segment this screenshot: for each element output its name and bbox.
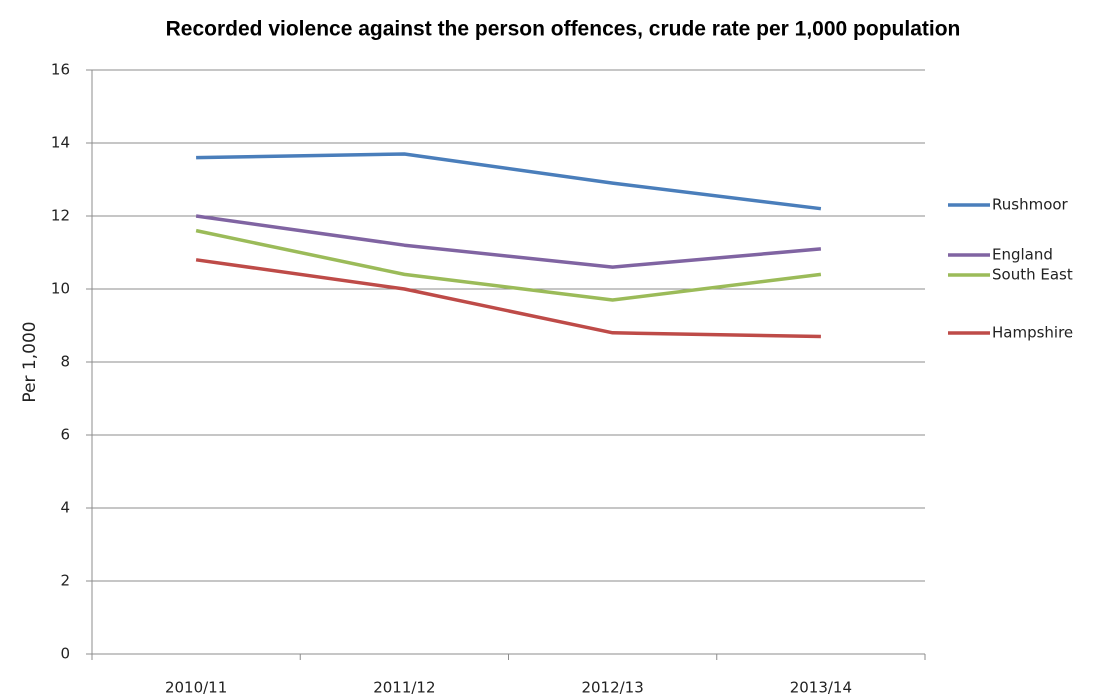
y-tick-label: 14 (51, 134, 70, 152)
y-tick-label: 6 (60, 426, 70, 444)
line-series (195, 258, 821, 339)
y-tick-label: 4 (60, 499, 70, 517)
x-tick-label: 2010/11 (165, 679, 227, 697)
y-tick-label: 16 (51, 61, 70, 79)
y-axis-label: Per 1,000 (20, 321, 40, 402)
legend-label: Rushmoor (992, 196, 1069, 214)
y-tick-label: 2 (60, 572, 70, 590)
chart-title: Recorded violence against the person off… (166, 18, 961, 41)
y-tick-label: 8 (60, 353, 70, 371)
y-tick-label: 0 (60, 645, 70, 663)
y-tick-label: 10 (51, 280, 70, 298)
line-series (195, 214, 822, 269)
legend-label: England (992, 246, 1053, 264)
x-tick-label: 2012/13 (581, 679, 643, 697)
legend-label: Hampshire (992, 324, 1073, 342)
legend-label: South East (992, 266, 1073, 284)
x-tick-label: 2013/14 (790, 679, 852, 697)
line-series (195, 228, 822, 302)
y-tick-label: 12 (51, 207, 70, 225)
line-series (196, 152, 822, 211)
x-tick-label: 2011/12 (373, 679, 435, 697)
